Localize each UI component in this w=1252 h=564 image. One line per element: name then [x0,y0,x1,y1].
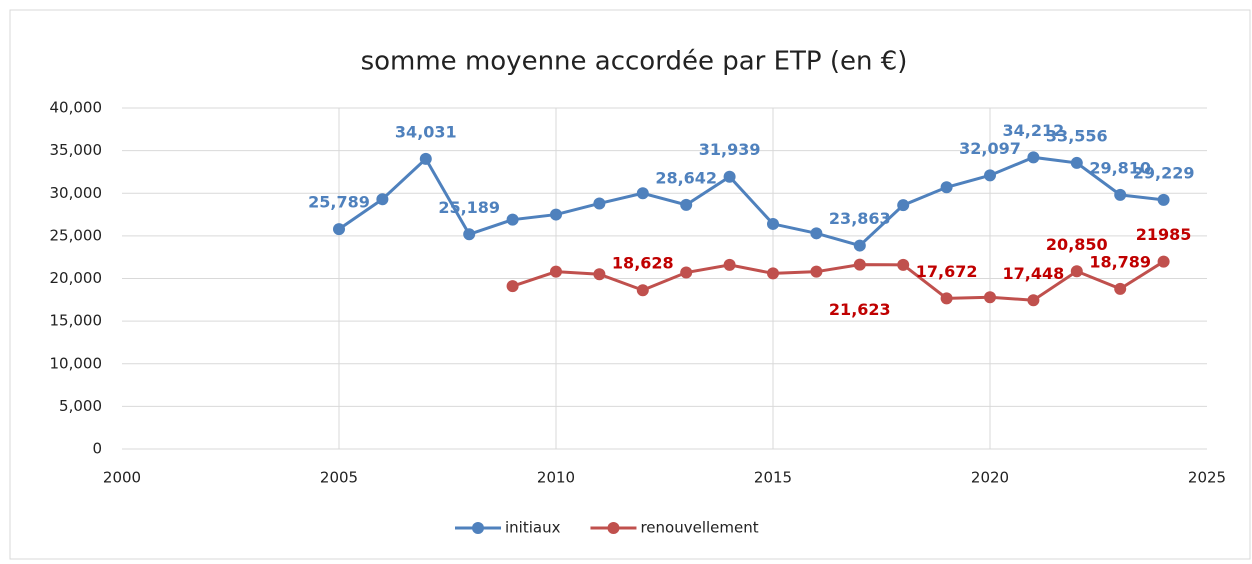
data-label: 25,189 [438,198,500,217]
data-point [636,187,649,200]
data-label: 23,863 [829,209,891,228]
y-tick-label: 35,000 [50,141,103,159]
data-point [333,223,345,236]
x-tick-label: 2015 [754,469,792,487]
x-tick-label: 2020 [971,469,1009,487]
data-point [723,170,736,183]
data-point [897,199,910,212]
data-point [463,228,476,241]
y-tick-label: 10,000 [50,354,103,372]
data-label: 32,097 [959,139,1021,158]
data-point [723,258,736,271]
data-label: 31,939 [699,140,761,159]
legend-label: renouvellement [640,519,758,537]
data-point [550,265,562,278]
data-point [810,227,823,240]
y-tick-label: 20,000 [50,269,103,287]
data-point [810,265,823,278]
data-label: 28,642 [655,168,717,187]
data-point [767,267,779,280]
chart-title: somme moyenne accordée par ETP (en €) [361,47,908,77]
data-point [984,291,996,304]
x-tick-label: 2025 [1188,469,1226,487]
y-tick-label: 40,000 [50,99,103,117]
data-point [1070,265,1083,278]
data-point [1114,282,1127,295]
data-point [680,198,693,211]
data-point [940,292,953,305]
data-label: 33,556 [1046,126,1108,145]
data-point [853,239,866,252]
data-point [853,258,866,271]
data-label: 21985 [1136,225,1192,244]
data-point [1114,188,1127,201]
data-point [897,258,910,271]
data-label: 17,672 [916,262,978,281]
data-point [1070,156,1083,169]
data-point [419,152,432,165]
y-tick-label: 25,000 [50,226,103,244]
data-label: 34,031 [395,122,457,141]
legend-marker [472,522,484,534]
y-tick-label: 15,000 [50,312,103,330]
series-line [512,260,1165,302]
data-point [506,280,519,293]
data-point [550,208,562,221]
data-point [767,217,779,230]
data-point [680,266,693,279]
data-label: 18,628 [612,254,674,273]
x-tick-label: 2010 [537,469,575,487]
data-point [1157,193,1170,206]
data-label: 17,448 [1003,264,1065,283]
x-tick-label: 2005 [320,469,358,487]
data-point [1027,151,1040,164]
y-tick-label: 30,000 [50,184,103,202]
y-tick-label: 5,000 [59,397,102,415]
y-tick-label: 0 [92,440,102,458]
legend-marker [607,522,620,534]
data-label: 29,810 [1089,158,1151,177]
series-line [338,155,1164,248]
data-label: 25,789 [308,193,370,212]
data-label: 34,212 [1003,121,1065,140]
data-point [376,193,389,206]
data-label: 21,623 [829,300,891,319]
legend-label: initiaux [505,519,561,537]
data-label: 29,229 [1133,163,1195,182]
data-point [506,213,519,226]
data-point [593,268,606,281]
data-label: 20,850 [1046,235,1108,254]
data-point [1027,294,1040,307]
x-tick-label: 2000 [103,469,141,487]
data-point [1157,255,1170,268]
data-label: 18,789 [1089,252,1151,271]
data-point [593,197,606,210]
data-point [940,181,953,194]
data-point [636,284,649,297]
data-point [984,169,996,182]
